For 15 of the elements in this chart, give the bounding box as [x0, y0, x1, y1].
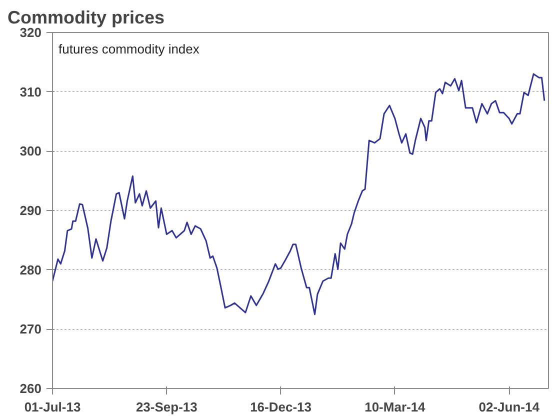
x-tick-label: 02-Jun-14: [478, 400, 540, 414]
y-tick-label: 320: [20, 25, 42, 40]
x-tick-label: 01-Jul-13: [24, 400, 81, 414]
x-tick-label: 16-Dec-13: [250, 400, 312, 414]
text: futures commodity index: [58, 42, 200, 56]
y-tick-label: 270: [20, 322, 42, 337]
y-tick-label: 310: [20, 84, 42, 100]
y-tick-label: 260: [20, 381, 42, 396]
y-tick-label: 280: [20, 262, 42, 278]
y-tick-label: 300: [20, 144, 42, 159]
x-tick-label: 10-Mar-14: [364, 400, 426, 414]
x-tick-label: 23-Sep-13: [136, 400, 198, 414]
chart-title: Commodity prices: [8, 8, 165, 28]
y-tick-label: 290: [20, 203, 42, 218]
line-series: [52, 73, 546, 316]
